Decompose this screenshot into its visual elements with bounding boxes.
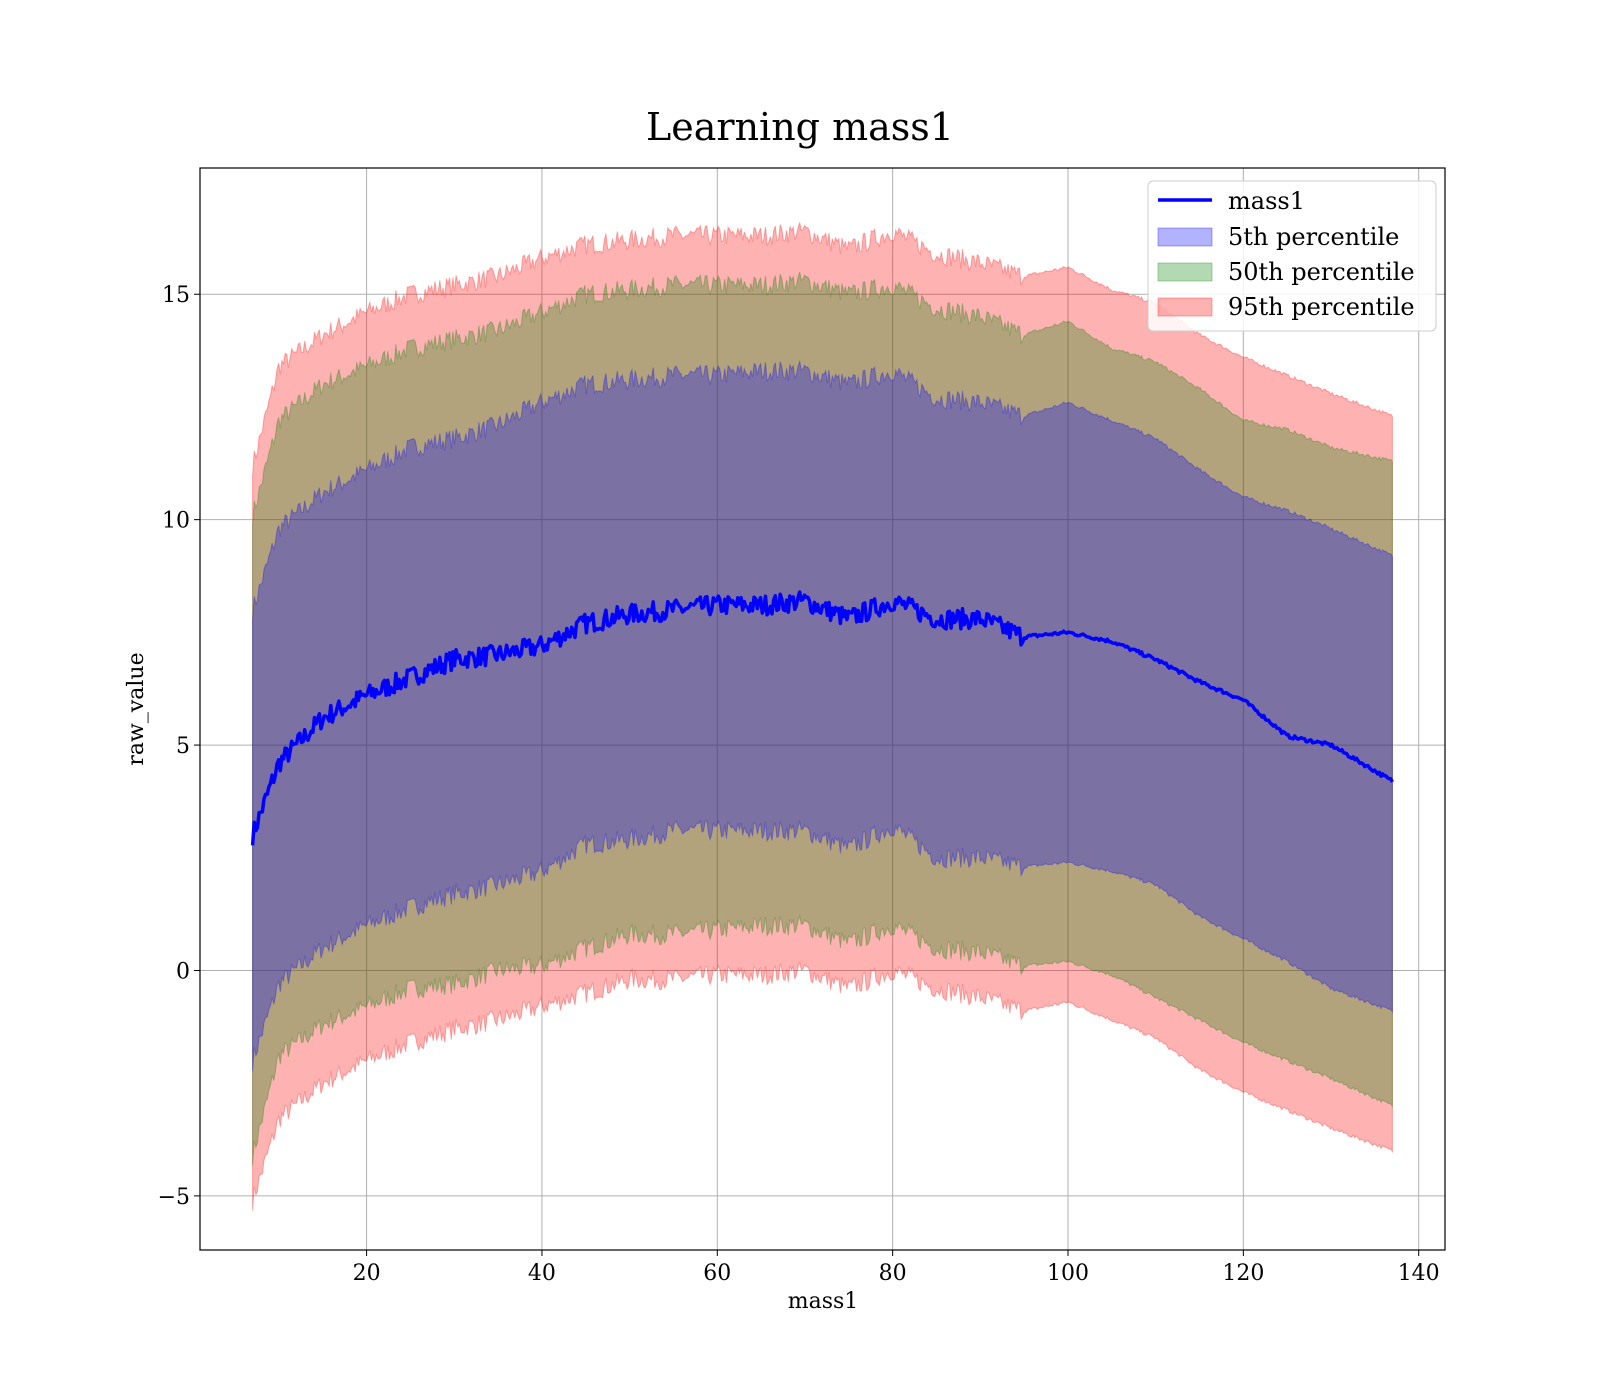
plot-area-frame (199, 167, 1446, 1251)
legend-label-5th-percentile: 5th percentile (1228, 223, 1399, 251)
y-tick-label: 5 (176, 734, 190, 759)
bands (252, 222, 1393, 1211)
legend: mass1 5th percentile 50th percentile 95t… (1147, 180, 1437, 332)
band-5th-percentile (252, 359, 1393, 1071)
x-tick-label: 100 (1047, 1261, 1089, 1286)
legend-label-50th-percentile: 50th percentile (1228, 258, 1415, 286)
series-line-mass1 (250, 590, 1394, 846)
x-tick-label: 40 (528, 1261, 556, 1286)
x-tick-label: 20 (353, 1261, 381, 1286)
legend-swatch-50th-percentile (1157, 262, 1213, 282)
x-tick-label: 60 (703, 1261, 731, 1286)
chart-title: Learning mass1 (646, 105, 954, 149)
y-tick-label: −5 (158, 1185, 190, 1210)
legend-swatch-95th-percentile (1157, 297, 1213, 317)
grid (200, 168, 1445, 1250)
x-axis-ticks: 20 40 60 80 100 120 140 (353, 1250, 1440, 1286)
band-50th-percentile (252, 271, 1393, 1166)
x-tick-label: 80 (879, 1261, 907, 1286)
legend-swatch-5th-percentile (1157, 227, 1213, 247)
legend-frame (1147, 180, 1437, 332)
y-tick-label: 0 (176, 959, 190, 984)
y-axis-label: raw_value (124, 652, 149, 765)
y-axis-ticks: −5 0 5 10 15 (158, 283, 200, 1210)
legend-label-mass1: mass1 (1228, 187, 1305, 215)
x-tick-label: 140 (1398, 1261, 1440, 1286)
band-95th-percentile (252, 222, 1393, 1211)
y-tick-label: 10 (162, 509, 190, 534)
y-tick-label: 15 (162, 283, 190, 308)
x-tick-label: 120 (1222, 1261, 1264, 1286)
legend-label-95th-percentile: 95th percentile (1228, 293, 1415, 321)
x-axis-label: mass1 (788, 1289, 859, 1314)
